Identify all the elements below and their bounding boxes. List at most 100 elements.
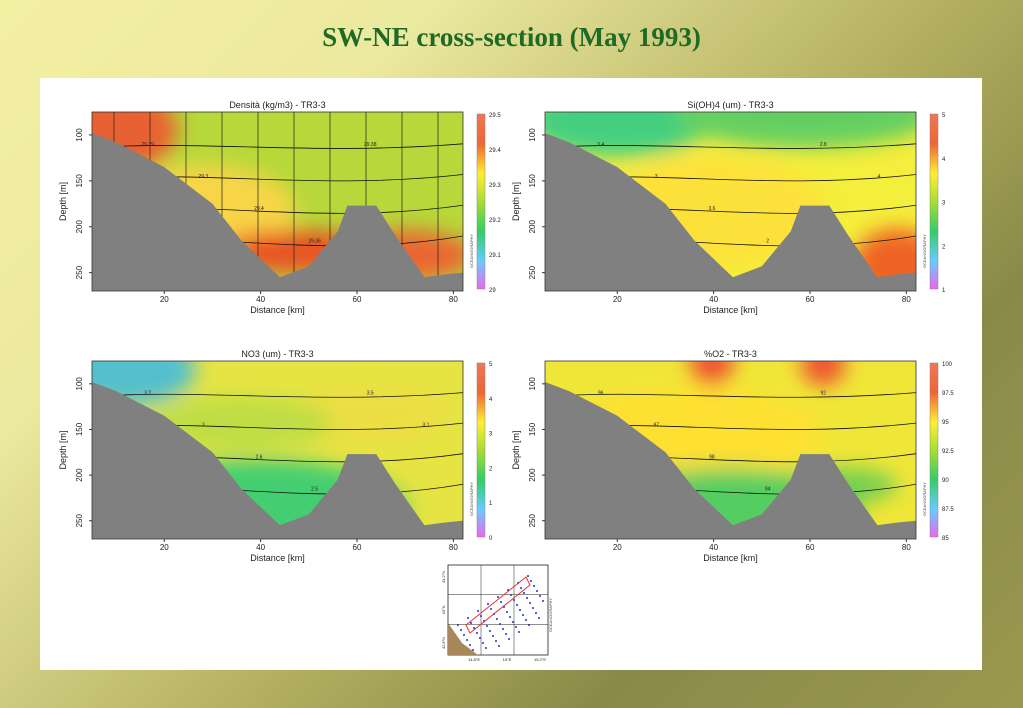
inset-map: 43.2°N 43°N 42.8°N 14.8°E 15°E 15.2°E OCEANOGR… [441, 564, 553, 662]
colorbar [476, 113, 486, 290]
inset-station [486, 625, 488, 627]
inset-station [529, 602, 531, 604]
inset-lon-label: 14.8°E [468, 657, 480, 662]
contour-label: 97 [654, 423, 660, 429]
inset-station [520, 587, 522, 589]
y-tick-label: 150 [528, 422, 537, 436]
watermark-text: OCEANOGRAPHY [922, 482, 927, 517]
watermark-text: OCEANOGRAPHY [922, 234, 927, 269]
inset-station [487, 603, 489, 605]
field-blob [800, 361, 846, 386]
contour-label: 3.4 [597, 142, 604, 148]
inset-station [498, 645, 500, 647]
inset-lat-label: 43°N [441, 605, 446, 614]
colorbar-tick-label: 97.5 [942, 391, 954, 397]
contour-label: 29.3 [198, 174, 208, 180]
chart-title: NO3 (um) - TR3-3 [241, 349, 313, 359]
inset-station [467, 617, 469, 619]
inset-station [469, 644, 471, 646]
y-tick-label: 100 [75, 128, 84, 142]
inset-station [528, 624, 530, 626]
colorbar-tick-label: 29.4 [489, 148, 501, 154]
inset-station [460, 629, 462, 631]
contour-label: 29.38 [364, 142, 377, 148]
colorbar-tick-label: 3 [942, 201, 946, 207]
inset-station [532, 607, 534, 609]
contour-label: 2.8 [820, 142, 827, 148]
colorbar-tick-label: 29.5 [489, 113, 501, 119]
colorbar-tick-label: 100 [942, 362, 953, 368]
inset-station [497, 596, 499, 598]
field-blob [674, 112, 916, 148]
y-tick-label: 150 [528, 174, 537, 188]
contour-label: 29.4 [254, 206, 264, 212]
x-tick-label: 20 [613, 295, 622, 304]
inset-station [479, 637, 481, 639]
inset-station [526, 597, 528, 599]
colorbar [929, 113, 939, 290]
x-tick-label: 40 [709, 295, 718, 304]
chart-title: Densità (kg/m3) - TR3-3 [229, 100, 325, 110]
inset-station [480, 615, 482, 617]
colorbar-tick-label: 95 [942, 420, 949, 426]
inset-station [473, 627, 475, 629]
inset-station [500, 601, 502, 603]
colorbar-tick-label: 85 [942, 536, 949, 542]
contour-label: 3 [655, 174, 658, 180]
colorbar-tick-label: 29 [489, 288, 496, 294]
y-tick-label: 150 [75, 174, 84, 188]
x-axis-label: Distance [km] [703, 305, 758, 315]
inset-station [512, 621, 514, 623]
inset-station [457, 624, 459, 626]
contour-label: 29.29 [141, 142, 154, 148]
colorbar-tick-label: 1 [942, 288, 946, 294]
x-tick-label: 20 [160, 543, 169, 552]
y-tick-label: 100 [75, 377, 84, 391]
inset-station [472, 649, 474, 651]
inset-lon-label: 15°E [503, 657, 512, 662]
inset-station [489, 630, 491, 632]
inset-station [538, 617, 540, 619]
inset-lon-label: 15.2°E [534, 657, 546, 662]
charts-layer: 29.29 29.3 29.4 29.36 29.38 Densità (kg/m3) -… [58, 100, 954, 563]
y-tick-label: 250 [528, 265, 537, 279]
inset-station [527, 575, 529, 577]
inset-station [499, 623, 501, 625]
x-tick-label: 60 [353, 543, 362, 552]
y-axis-label: Depth [m] [58, 430, 68, 469]
x-tick-label: 60 [353, 295, 362, 304]
y-tick-label: 200 [528, 220, 537, 234]
colorbar-tick-label: 5 [489, 362, 493, 368]
y-tick-label: 200 [528, 468, 537, 482]
y-tick-label: 250 [75, 514, 84, 528]
inset-station [470, 622, 472, 624]
bathymetry [92, 133, 463, 291]
plot-frame [91, 360, 464, 540]
watermark-text: OCEANOGRAPHY [469, 234, 474, 269]
inset-station [518, 631, 520, 633]
colorbar-tick-label: 90 [942, 478, 949, 484]
contour-label: 94 [765, 487, 771, 493]
inset-station [502, 628, 504, 630]
inset-station [539, 595, 541, 597]
contour-label: 2.5 [311, 487, 318, 493]
contour-label: 96 [598, 391, 604, 397]
colorbar-tick-label: 4 [942, 157, 946, 163]
x-tick-label: 80 [902, 295, 911, 304]
inset-station [495, 640, 497, 642]
inset-station [505, 633, 507, 635]
colorbar [929, 362, 939, 538]
x-axis-label: Distance [km] [703, 553, 758, 563]
inset-station [519, 609, 521, 611]
x-tick-label: 40 [256, 295, 265, 304]
inset-land [448, 623, 478, 655]
colorbar-tick-label: 29.2 [489, 218, 501, 224]
x-tick-label: 20 [160, 295, 169, 304]
colorbar-tick-label: 2 [942, 244, 946, 250]
inset-transect [465, 576, 531, 634]
inset-station [542, 600, 544, 602]
plot-frame [544, 111, 917, 292]
inset-lat-label: 43.2°N [441, 571, 446, 583]
inset-station [533, 585, 535, 587]
inset-lat-label: 42.8°N [441, 637, 446, 649]
